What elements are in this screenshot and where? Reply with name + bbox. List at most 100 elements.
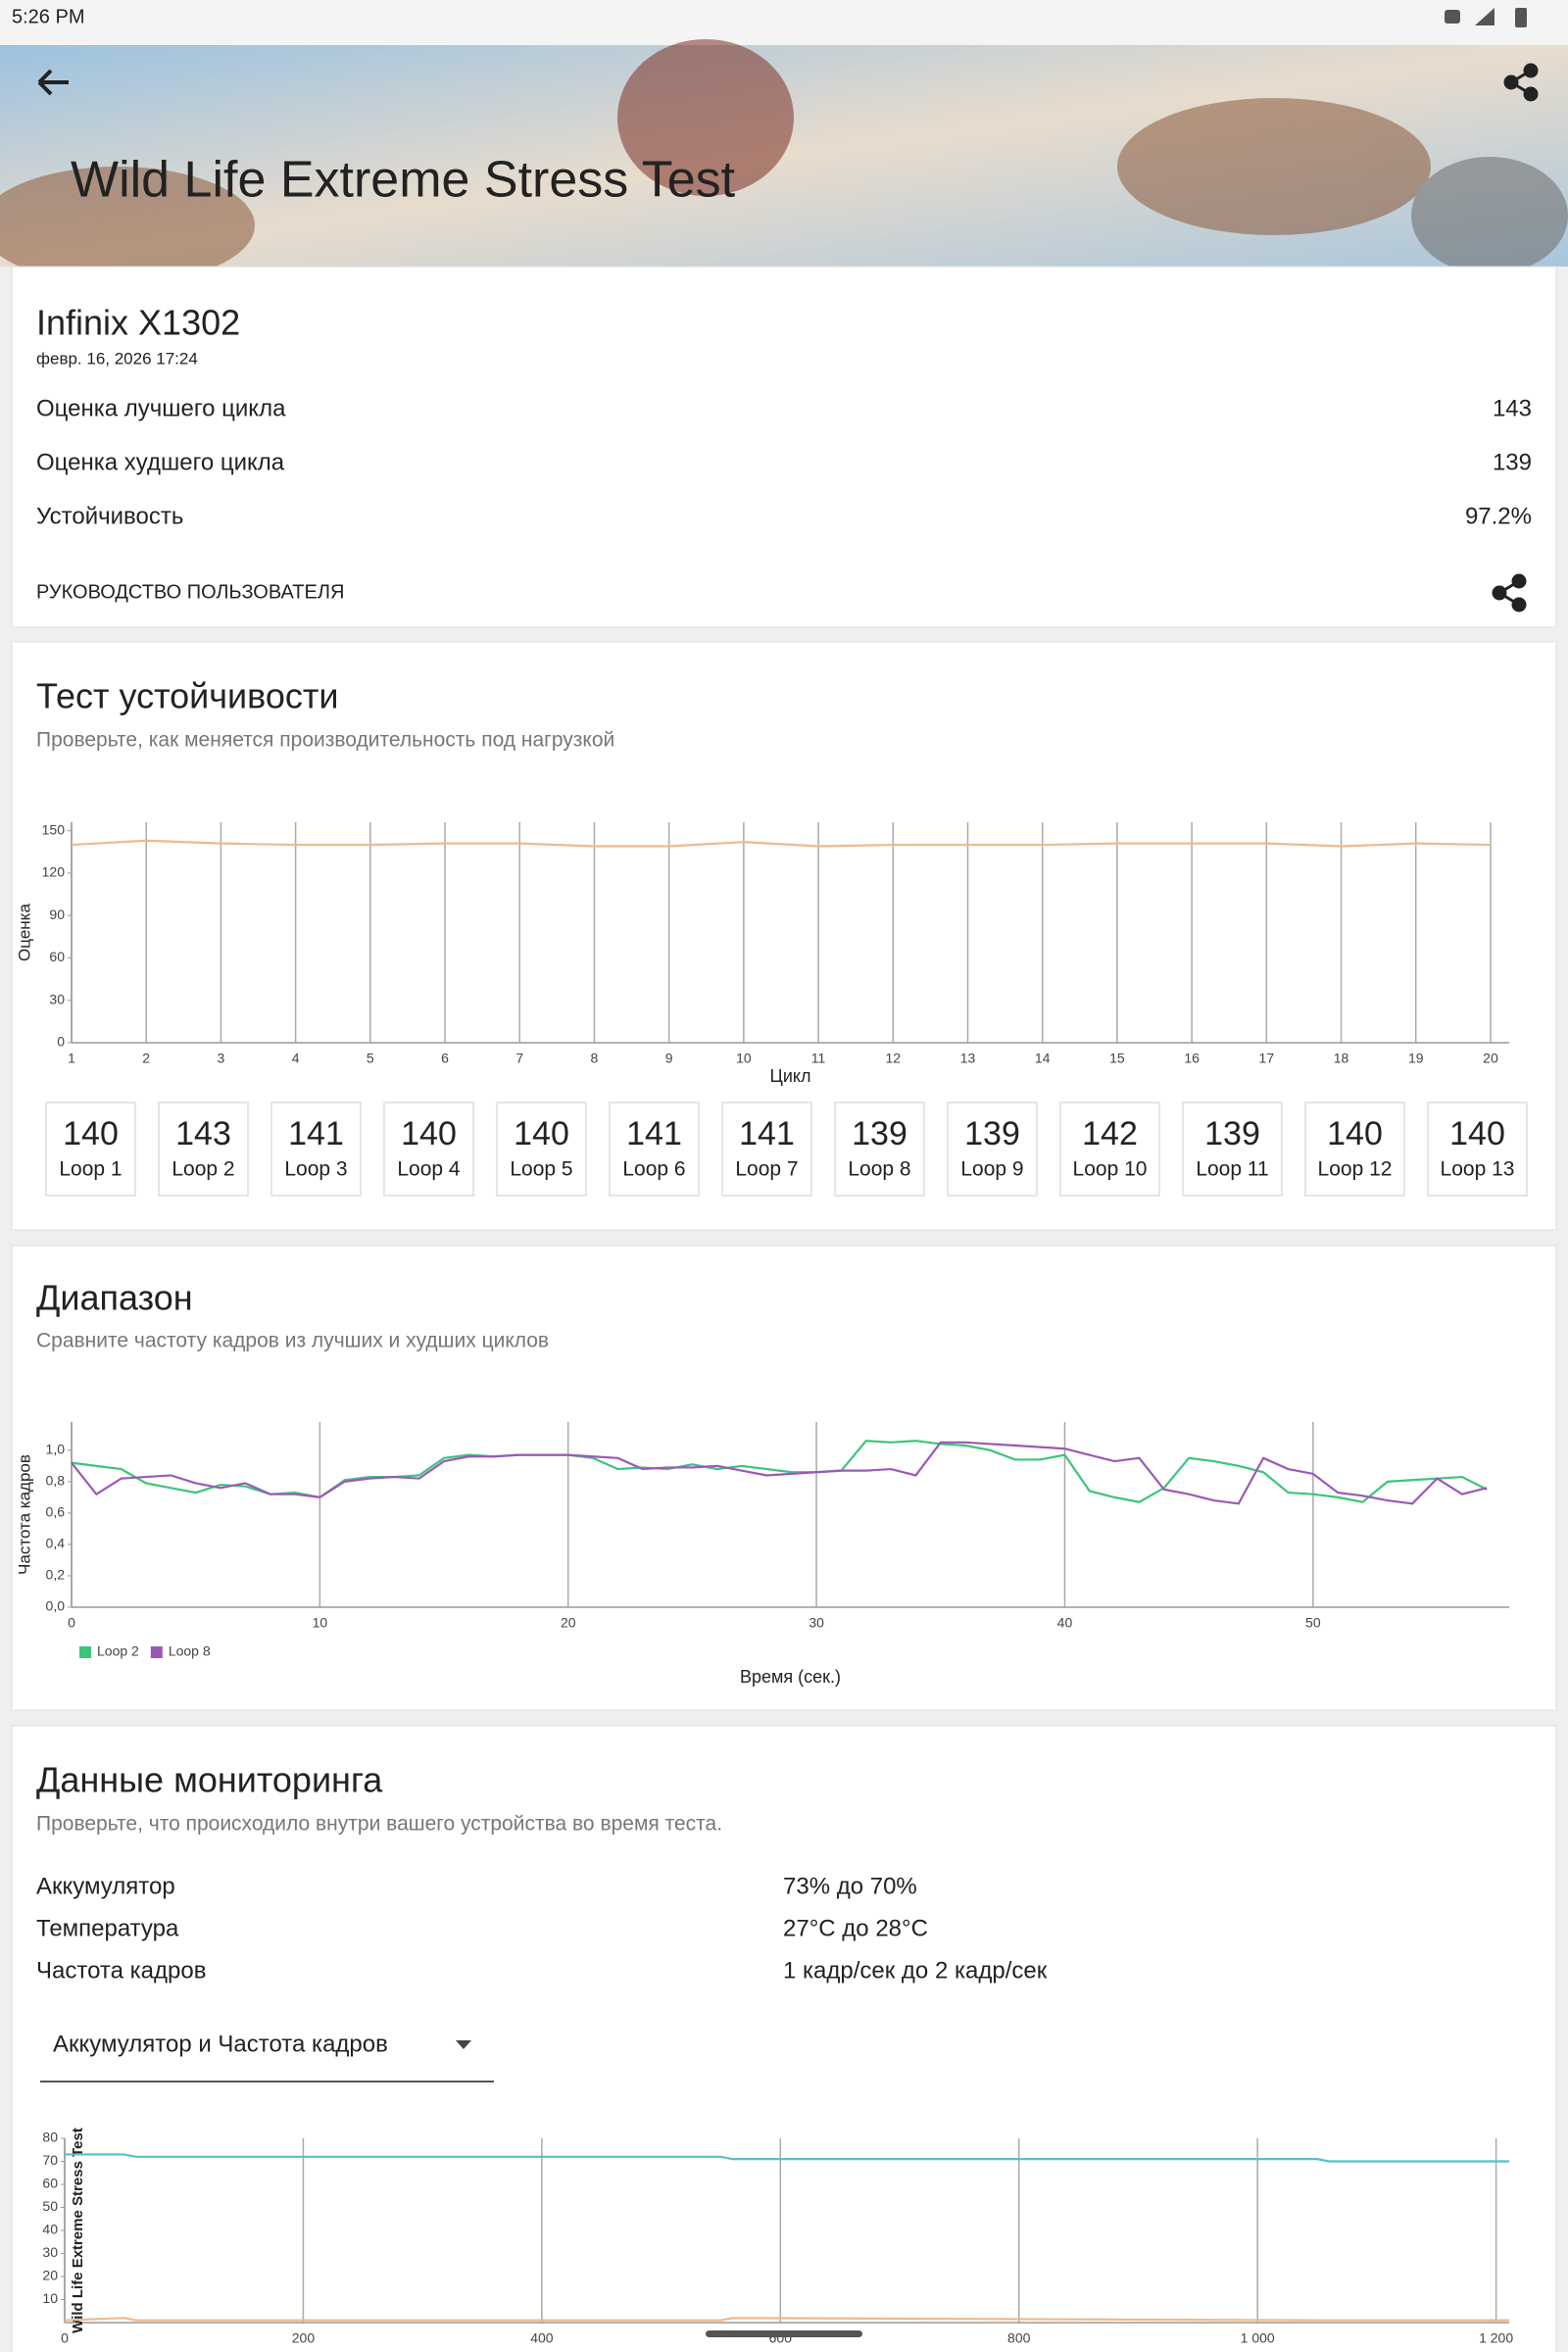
- x-tick-label: 1 200: [1479, 2330, 1513, 2346]
- y-tick-label: 0,6: [46, 1504, 66, 1520]
- x-tick-label: 15: [1109, 1051, 1125, 1066]
- loop-card: [383, 1102, 474, 1197]
- x-tick-label: 13: [960, 1051, 976, 1066]
- row-value: 97.2%: [1465, 503, 1532, 529]
- x-tick-label: 0: [61, 2330, 69, 2346]
- x-tick-label: 20: [1483, 1051, 1498, 1066]
- loop-score: 142: [1082, 1115, 1138, 1152]
- y-tick-label: 60: [42, 2176, 58, 2191]
- x-tick-label: 14: [1035, 1051, 1051, 1066]
- y-tick-label: 0,4: [46, 1536, 66, 1551]
- y-tick-label: 90: [49, 906, 65, 922]
- status-time: 5:26 PM: [12, 6, 84, 27]
- loop-card: [270, 1102, 362, 1197]
- dropdown-arrow[interactable]: [456, 2040, 471, 2049]
- y-tick-label: 70: [42, 2152, 58, 2168]
- loop-label: Loop 2: [172, 1158, 234, 1181]
- loop-card: [45, 1102, 136, 1197]
- x-tick-label: 7: [515, 1051, 523, 1066]
- status-icons: [1445, 8, 1527, 27]
- x-tick-label: 3: [218, 1051, 225, 1066]
- loop-label: Loop 4: [397, 1158, 461, 1181]
- series-line: [64, 2317, 1509, 2322]
- loop-label: Loop 8: [848, 1158, 910, 1181]
- section-title: Тест устойчивости: [36, 676, 339, 716]
- guide-share[interactable]: [1492, 573, 1527, 612]
- x-tick-label: 10: [313, 1615, 328, 1631]
- y-tick-label: 0,2: [46, 1567, 66, 1583]
- row-label: Оценка лучшего цикла: [36, 395, 286, 421]
- x-tick-label: 800: [1007, 2330, 1031, 2346]
- loop-score: 139: [1204, 1115, 1260, 1152]
- loop-card: [496, 1102, 587, 1197]
- loop-label: Loop 1: [59, 1158, 122, 1181]
- x-tick-label: 40: [1057, 1615, 1073, 1631]
- row-label: Оценка худшего цикла: [36, 449, 285, 475]
- x-axis-label: Цикл: [770, 1066, 811, 1086]
- loop-card: [947, 1102, 1038, 1197]
- x-tick-label: 50: [1305, 1615, 1321, 1631]
- loop-score: 140: [1327, 1115, 1383, 1152]
- range-card: [11, 1245, 1557, 1711]
- x-tick-label: 5: [367, 1051, 374, 1066]
- dropdown[interactable]: Аккумулятор и Частота кадров: [53, 2031, 388, 2057]
- section-subtitle: Проверьте, как меняется производительнос…: [36, 729, 614, 752]
- loop-score: 139: [964, 1115, 1020, 1152]
- loop-card: [609, 1102, 700, 1197]
- x-tick-label: 12: [885, 1051, 901, 1066]
- row-label: Частота кадров: [36, 1957, 206, 1984]
- loop-card: [1059, 1102, 1160, 1197]
- x-tick-label: 10: [736, 1051, 752, 1066]
- y-tick-label: 120: [42, 864, 66, 880]
- monitoring-card: [11, 1725, 1557, 2352]
- y-tick-label: 80: [42, 2130, 58, 2145]
- loop-label: Loop 12: [1318, 1158, 1393, 1181]
- loop-score: 140: [514, 1115, 569, 1152]
- x-tick-label: 2: [142, 1051, 150, 1066]
- loop-card: [834, 1102, 925, 1197]
- loop-card: [1304, 1102, 1405, 1197]
- series-line: [71, 839, 1491, 848]
- x-tick-label: 400: [530, 2330, 554, 2346]
- y-axis-label: Частота кадров: [15, 1454, 33, 1575]
- loop-label: Loop 9: [960, 1158, 1023, 1181]
- loop-label: Loop 7: [735, 1158, 798, 1181]
- share-button[interactable]: [1503, 63, 1539, 102]
- row-value: 143: [1493, 395, 1532, 421]
- loop-card: [158, 1102, 249, 1197]
- y-tick-label: 60: [49, 949, 65, 964]
- summary-card: [11, 266, 1557, 628]
- y-tick-label: 0: [57, 1034, 65, 1050]
- row-label: Устойчивость: [36, 503, 183, 529]
- x-tick-label: 1 000: [1241, 2330, 1275, 2346]
- legend-label: Loop 8: [169, 1643, 211, 1659]
- gesture-bar: [706, 2330, 862, 2337]
- row-value: 73% до 70%: [783, 1873, 917, 1899]
- back-button[interactable]: [37, 69, 69, 96]
- row-value: 139: [1493, 449, 1532, 475]
- x-tick-label: 1: [68, 1051, 75, 1066]
- loop-label: Loop 6: [622, 1158, 685, 1181]
- legend-swatch: [79, 1646, 91, 1658]
- x-tick-label: 9: [665, 1051, 673, 1066]
- y-axis-label: Wild Life Extreme Stress Test: [70, 2128, 86, 2333]
- x-tick-label: 30: [808, 1615, 824, 1631]
- row-label: Аккумулятор: [36, 1873, 175, 1899]
- legend-swatch: [150, 1646, 163, 1658]
- x-tick-label: 18: [1334, 1051, 1349, 1066]
- legend-label: Loop 2: [97, 1643, 139, 1659]
- section-title: Данные мониторинга: [36, 1760, 383, 1800]
- test-date: февр. 16, 2026 17:24: [36, 349, 198, 368]
- y-tick-label: 20: [42, 2268, 58, 2283]
- x-tick-label: 16: [1184, 1051, 1200, 1066]
- charts: 1 2 3 4 5 6 7 8 9 10 11 12 13 14 15 16 17 18 19 20030609012…: [15, 821, 1528, 2346]
- y-tick-label: 30: [49, 991, 65, 1006]
- loop-label: Loop 3: [284, 1158, 347, 1181]
- guide-link[interactable]: РУКОВОДСТВО ПОЛЬЗОВАТЕЛЯ: [36, 581, 344, 603]
- loop-score: 140: [401, 1115, 457, 1152]
- section-subtitle: Проверьте, что происходило внутри вашего…: [36, 1813, 722, 1836]
- loop-card: [721, 1102, 812, 1197]
- y-tick-label: 0,8: [46, 1473, 66, 1489]
- row-label: Температура: [36, 1915, 179, 1941]
